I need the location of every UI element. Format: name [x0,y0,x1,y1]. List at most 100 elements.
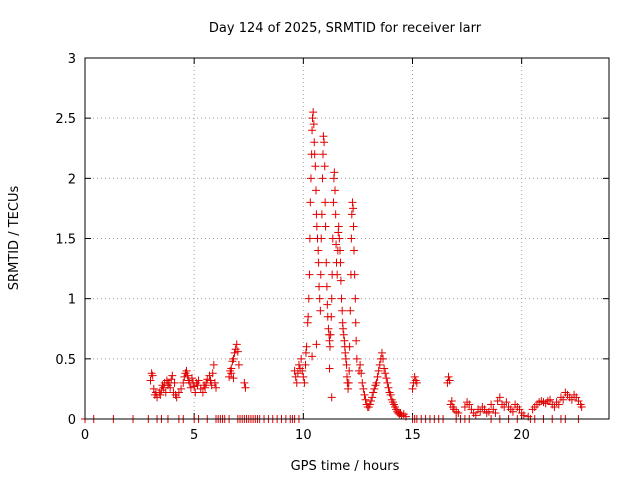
data-point [336,276,345,285]
data-point [241,383,250,392]
data-point [554,400,563,409]
data-point [337,294,346,303]
data-point [372,378,381,387]
data-point [334,222,343,231]
data-point [310,150,319,159]
data-point [240,378,249,387]
data-point [309,120,318,129]
data-point [316,306,325,315]
data-point [495,393,504,402]
data-point [336,258,345,267]
data-point [230,348,239,357]
data-point [186,383,195,392]
data-points [81,108,586,423]
data-point [331,210,340,219]
data-point [377,348,386,357]
data-point [519,411,528,420]
data-point [316,270,325,279]
data-point [369,388,378,397]
data-point [351,318,360,327]
data-point [225,372,234,381]
data-point [209,360,218,369]
data-point [177,384,186,393]
data-point [550,402,559,411]
data-point [172,393,181,402]
data-point [233,347,242,356]
data-point [559,395,568,404]
data-point [330,186,339,195]
data-point [347,234,356,243]
x-tick-label: 10 [295,428,312,443]
data-point [368,393,377,402]
data-point [482,408,491,417]
data-point [352,336,361,345]
data-point [293,369,302,378]
data-point [182,366,191,375]
data-point [156,390,165,399]
data-point [300,378,309,387]
data-point [170,378,179,387]
data-point [444,372,453,381]
data-point [332,240,341,249]
data-point [311,186,320,195]
x-tick-label: 20 [513,428,530,443]
data-point [383,378,392,387]
data-point [167,375,176,384]
data-point [373,372,382,381]
x-tick-label: 15 [404,428,421,443]
data-point [324,324,333,333]
y-tick-label: 2 [68,172,76,187]
data-point [180,372,189,381]
data-point [232,340,241,349]
data-point [168,371,177,380]
data-point [312,222,321,231]
data-point [447,396,456,405]
data-point [311,162,320,171]
data-point [345,366,354,375]
data-point [330,168,339,177]
data-point [314,258,323,267]
data-point [319,132,328,141]
data-point [306,198,315,207]
data-point [352,354,361,363]
data-point [344,384,353,393]
data-point [335,234,344,243]
data-point [312,340,321,349]
data-point [292,378,301,387]
data-point [315,294,324,303]
y-tick-label: 0.5 [55,353,76,368]
data-point [317,234,326,243]
data-point [297,354,306,363]
data-point [301,360,310,369]
data-point [336,246,345,255]
data-point [508,407,517,416]
data-point [546,395,555,404]
data-point [412,378,421,387]
data-point [166,383,175,392]
data-point [408,384,417,393]
data-point [349,204,358,213]
data-point [301,348,310,357]
data-point [234,360,243,369]
data-point [386,390,395,399]
data-point [502,398,511,407]
data-point [206,376,215,385]
data-point [202,378,211,387]
data-point [382,374,391,383]
data-point [454,408,463,417]
y-tick-label: 0 [68,413,76,428]
data-point [208,369,217,378]
data-point [309,108,318,117]
data-point [322,258,331,267]
data-point [381,369,390,378]
data-point [325,342,334,351]
data-point [484,407,493,416]
data-point [346,306,355,315]
y-tick-label: 3 [68,52,76,67]
data-point [183,371,192,380]
data-point [326,330,335,339]
data-point [308,126,317,135]
data-point [306,174,315,183]
data-point [304,294,313,303]
data-point [212,383,220,392]
